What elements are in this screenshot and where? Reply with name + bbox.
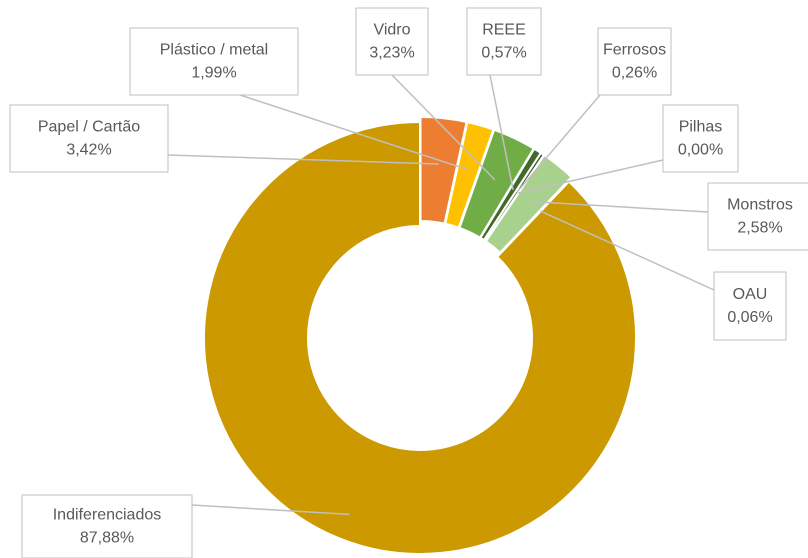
label-box	[466, 7, 542, 76]
label-value: 0,00%	[678, 142, 723, 159]
label-name: OAU	[733, 286, 768, 303]
data-label: REEE 0,57%	[466, 7, 542, 76]
label-value: 1,99%	[191, 65, 236, 82]
leader-line	[529, 200, 709, 213]
data-label: Plástico / metal 1,99%	[129, 27, 299, 96]
data-label: Ferrosos 0,26%	[597, 27, 672, 96]
label-name: Pilhas	[679, 119, 723, 136]
label-name: Papel / Cartão	[38, 119, 140, 136]
data-label: Vidro 3,23%	[355, 7, 429, 76]
label-value: 2,58%	[737, 220, 782, 237]
label-box	[129, 27, 299, 96]
label-name: Vidro	[373, 22, 410, 39]
label-box	[21, 494, 193, 558]
label-box	[355, 7, 429, 76]
label-box	[9, 104, 169, 173]
data-label: Papel / Cartão 3,42%	[9, 104, 169, 173]
label-box	[707, 182, 808, 251]
label-box	[713, 271, 787, 341]
leader-line	[517, 159, 664, 194]
leader-line	[191, 504, 350, 516]
label-value: 0,26%	[612, 65, 657, 82]
label-value: 87,88%	[80, 530, 134, 547]
label-value: 3,42%	[66, 142, 111, 159]
label-name: REEE	[482, 22, 526, 39]
leader-line	[516, 94, 601, 193]
label-name: Monstros	[727, 197, 793, 214]
label-value: 0,06%	[727, 309, 772, 326]
label-box	[597, 27, 672, 96]
label-name: Plástico / metal	[160, 42, 268, 59]
leader-line	[167, 154, 439, 165]
label-name: Indiferenciados	[53, 507, 162, 524]
donut-slice	[203, 120, 637, 555]
label-name: Ferrosos	[603, 42, 666, 59]
data-label: Indiferenciados 87,88%	[21, 494, 193, 558]
leader-line	[540, 210, 715, 291]
label-box	[662, 104, 739, 173]
label-value: 3,23%	[369, 45, 414, 62]
leader-line	[391, 74, 496, 181]
data-label: OAU 0,06%	[713, 271, 787, 341]
label-value: 0,57%	[481, 45, 526, 62]
data-label: Monstros 2,58%	[707, 182, 808, 251]
leader-line	[489, 74, 514, 190]
data-label: Pilhas 0,00%	[662, 104, 739, 173]
leader-line	[239, 94, 469, 171]
